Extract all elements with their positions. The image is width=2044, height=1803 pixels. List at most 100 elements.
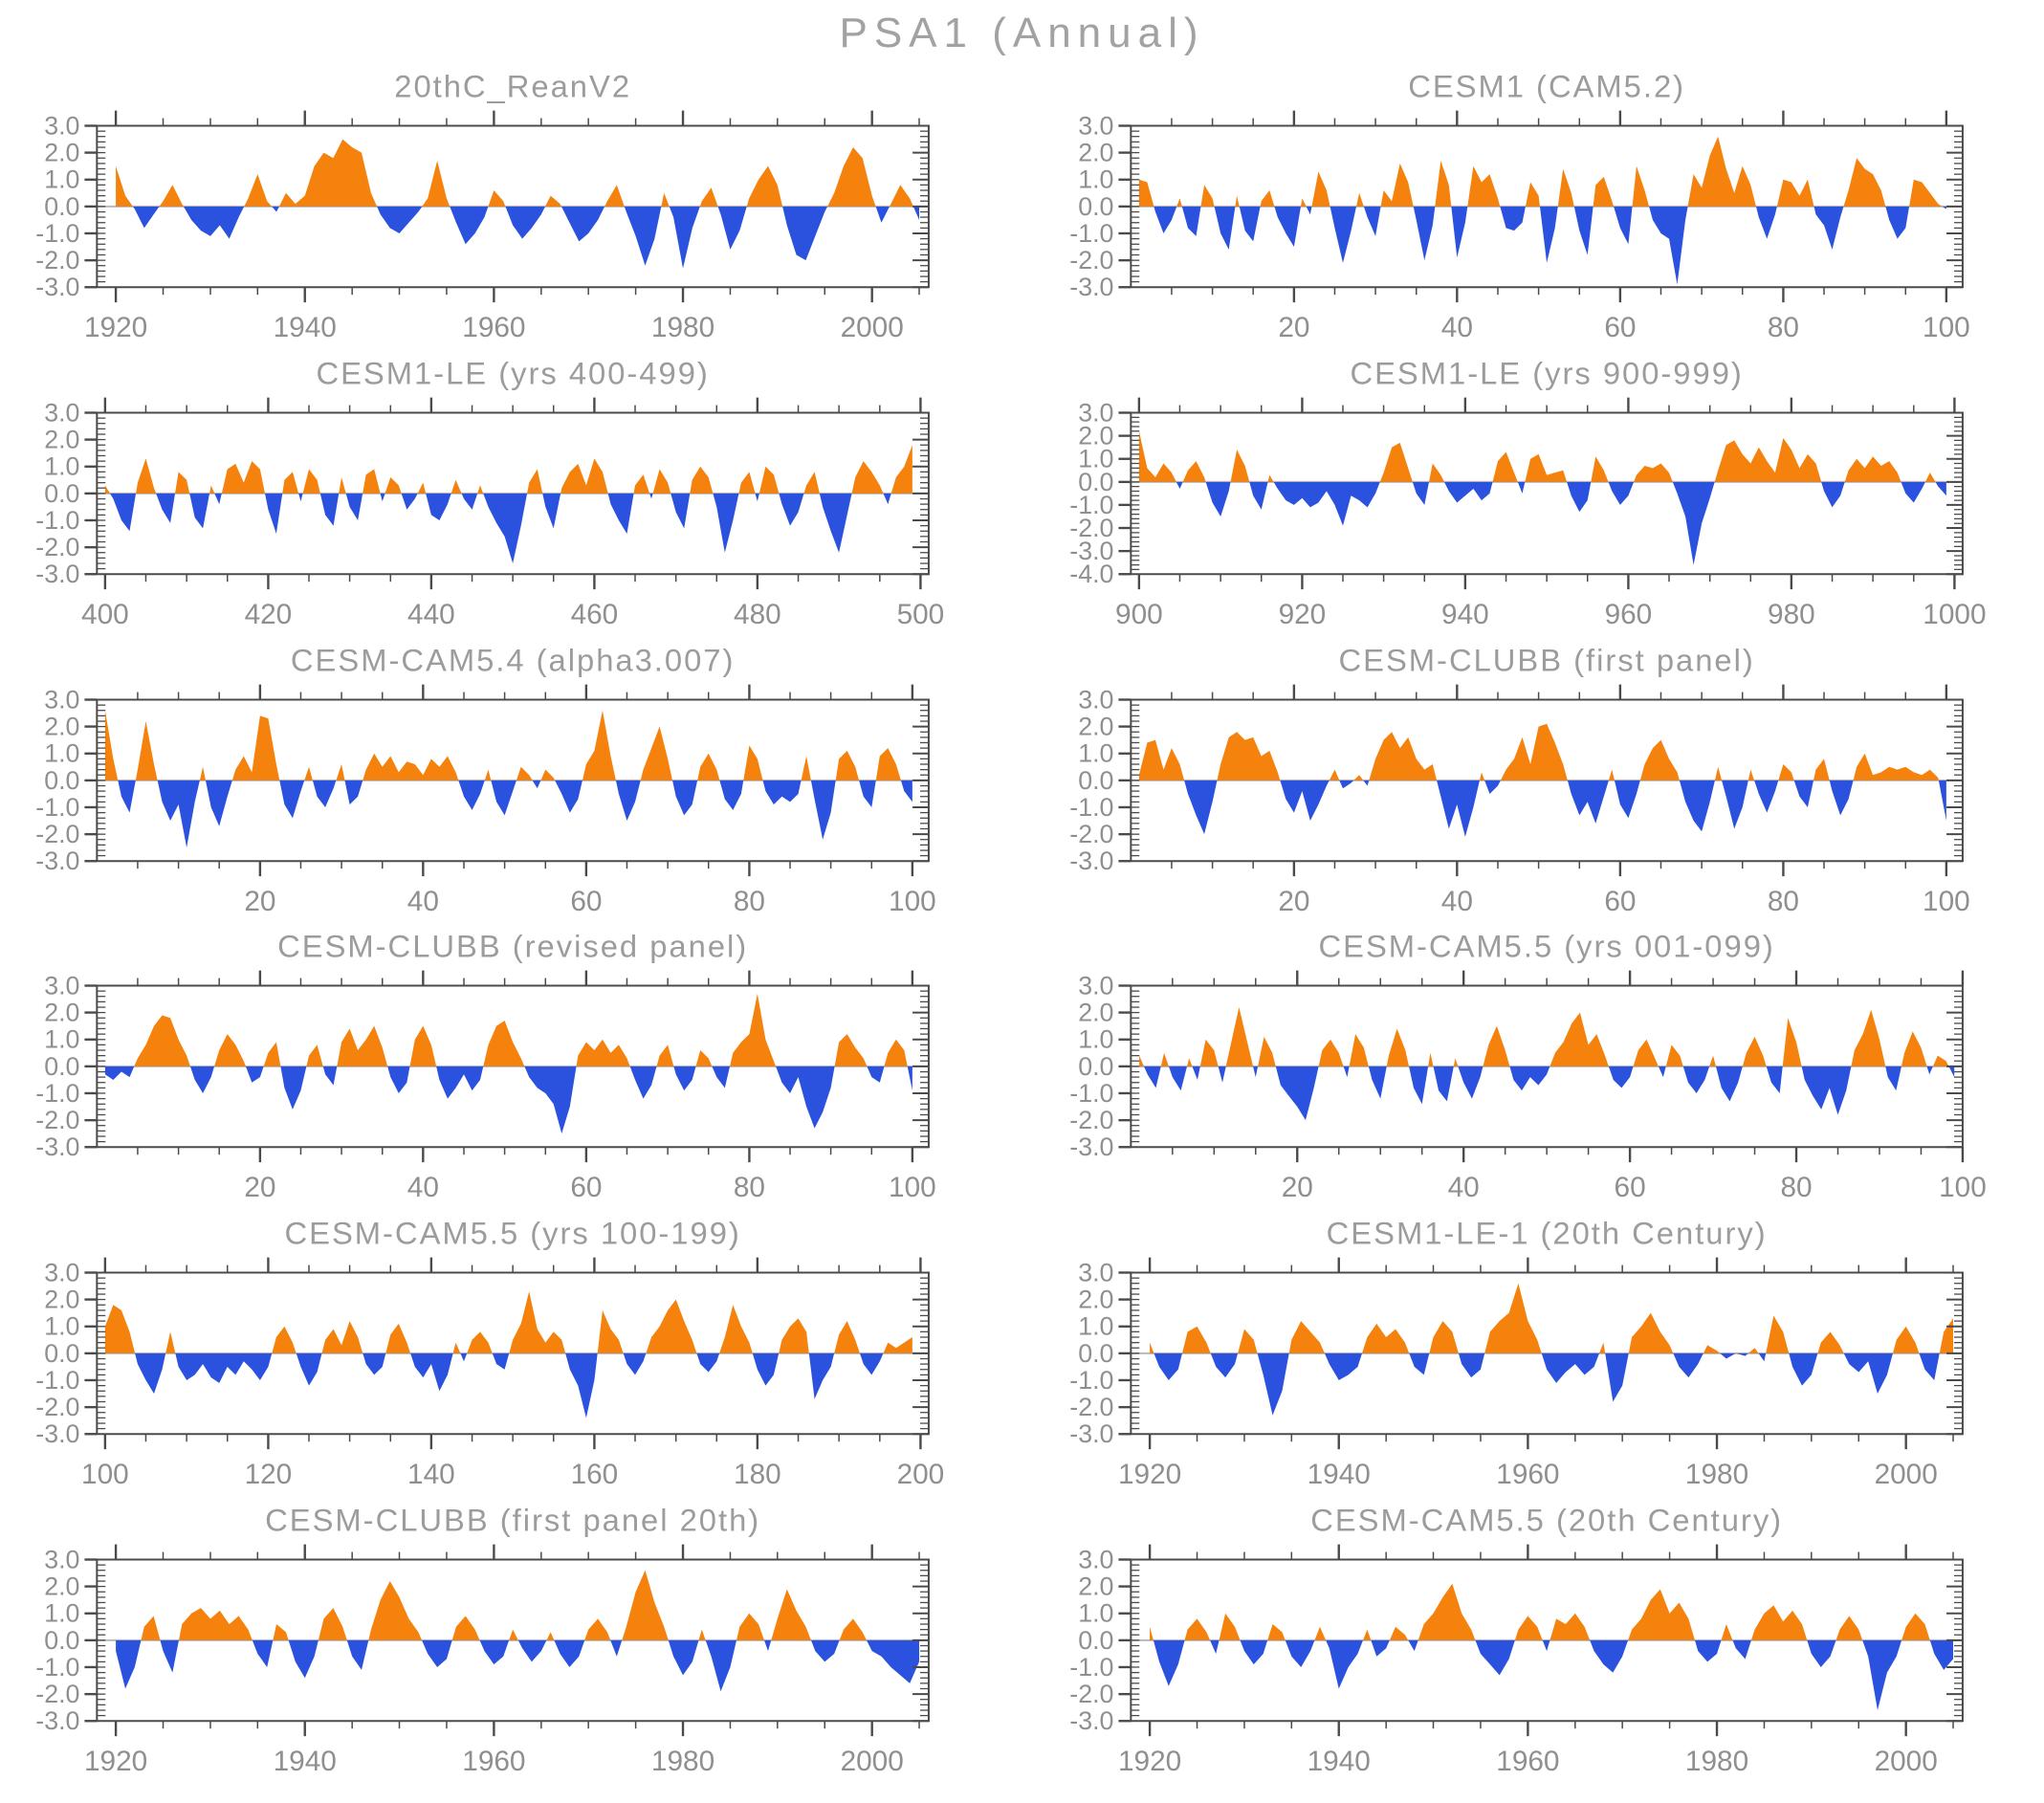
y-tick-label: 0.0 bbox=[44, 765, 79, 794]
y-tick-label: -3.0 bbox=[1069, 1419, 1113, 1448]
y-tick-label: -3.0 bbox=[35, 560, 79, 588]
x-tick-label: 1960 bbox=[462, 1746, 525, 1777]
x-tick-label: 40 bbox=[1440, 312, 1472, 343]
positive-area bbox=[104, 710, 912, 781]
x-tick-label: 100 bbox=[1923, 885, 1970, 916]
y-tick-label: 1.0 bbox=[1078, 1312, 1113, 1341]
y-tick-label: 3.0 bbox=[44, 1545, 79, 1573]
chart-canvas: CESM-CAM5.5 (yrs 100-199) 100 120 140 160 180… bbox=[35, 1216, 945, 1490]
y-tick-label: 2.0 bbox=[44, 1572, 79, 1601]
y-axis: 3.02.01.00.0-1.0-2.0-3.0-4.0 bbox=[1069, 398, 1963, 588]
x-tick-label: 960 bbox=[1604, 599, 1652, 630]
y-tick-label: 0.0 bbox=[44, 479, 79, 508]
negative-area bbox=[1149, 1639, 1953, 1711]
y-tick-label: 2.0 bbox=[44, 999, 79, 1027]
panel-cesm-cam5-4-alpha3-007: CESM-CAM5.4 (alpha3.007) 20 40 60 80 100 3.0 2.… bbox=[10, 633, 988, 920]
x-axis: 20 40 60 80 100 bbox=[1170, 110, 1969, 343]
x-tick-label: 200 bbox=[897, 1459, 945, 1490]
x-tick-label: 1960 bbox=[462, 312, 525, 343]
x-tick-label: 1940 bbox=[274, 312, 337, 343]
y-tick-label: -1.0 bbox=[1069, 491, 1113, 519]
y-tick-label: -1.0 bbox=[1069, 792, 1113, 821]
x-tick-label: 1980 bbox=[651, 1746, 714, 1777]
x-tick-label: 80 bbox=[1767, 312, 1798, 343]
x-tick-label: 1920 bbox=[84, 312, 147, 343]
y-tick-label: 1.0 bbox=[1078, 1025, 1113, 1054]
x-tick-label: 40 bbox=[407, 1172, 439, 1203]
y-axis: 3.02.01.00.0-1.0-2.0-3.0 bbox=[1069, 685, 1963, 875]
x-tick-label: 980 bbox=[1768, 599, 1815, 630]
x-tick-label: 20 bbox=[1281, 1172, 1312, 1203]
y-tick-label: -3.0 bbox=[1069, 537, 1113, 565]
y-tick-label: -1.0 bbox=[35, 792, 79, 821]
panel-title: CESM-CAM5.5 (20th Century) bbox=[1310, 1503, 1783, 1538]
x-tick-label: 1940 bbox=[1307, 1459, 1370, 1490]
y-tick-label: -1.0 bbox=[1069, 1079, 1113, 1108]
y-tick-label: -1.0 bbox=[35, 219, 79, 248]
x-axis: 1920 1940 1960 1980 2000 bbox=[84, 1544, 920, 1777]
y-tick-label: -2.0 bbox=[1069, 246, 1113, 275]
y-tick-label: 3.0 bbox=[44, 111, 79, 140]
chart-canvas: 20thC_ReanV2 1920 1940 1960 1980 2000 3.02.01.… bbox=[35, 69, 930, 343]
y-tick-label: 1.0 bbox=[44, 1025, 79, 1054]
y-tick-label: 3.0 bbox=[1078, 111, 1113, 140]
x-axis: 900 920 940 960 980 1000 bbox=[1115, 397, 1986, 630]
y-tick-label: 2.0 bbox=[44, 712, 79, 740]
x-tick-label: 2000 bbox=[841, 312, 904, 343]
x-tick-label: 460 bbox=[571, 599, 619, 630]
x-tick-label: 140 bbox=[407, 1459, 455, 1490]
plot-frame bbox=[96, 984, 930, 1149]
plot-frame bbox=[1129, 1558, 1964, 1723]
negative-area bbox=[1138, 481, 1946, 565]
y-tick-label: -2.0 bbox=[35, 1393, 79, 1421]
chart-canvas: CESM1 (CAM5.2) 20 40 60 80 100 3.02.01.00.0-1.… bbox=[1069, 69, 1969, 343]
plot-frame bbox=[96, 698, 930, 862]
x-tick-label: 180 bbox=[734, 1459, 781, 1490]
plot-frame bbox=[1129, 1271, 1964, 1436]
y-axis: 3.02.01.00.0-1.0-2.0-3.0 bbox=[1069, 972, 1963, 1162]
y-tick-label: -3.0 bbox=[35, 1419, 79, 1448]
panel-cesm1-cam5-2: CESM1 (CAM5.2) 20 40 60 80 100 3.0 2.0 1.0 0.0 -1.… bbox=[1044, 59, 2022, 346]
chart-canvas: CESM-CLUBB (revised panel) 20 40 60 80 100 3.0… bbox=[35, 929, 936, 1203]
y-tick-label: 3.0 bbox=[1078, 685, 1113, 714]
x-tick-label: 420 bbox=[245, 599, 293, 630]
y-tick-label: 0.0 bbox=[44, 1626, 79, 1655]
panel-cesm-cam5-5-yrs-001-099: CESM-CAM5.5 (yrs 001-099) 20 40 60 80 100 3.0 2… bbox=[1044, 919, 2022, 1206]
x-tick-label: 920 bbox=[1278, 599, 1326, 630]
x-tick-label: 160 bbox=[571, 1459, 619, 1490]
y-tick-label: -2.0 bbox=[35, 1680, 79, 1708]
y-axis: 3.02.01.00.0-1.0-2.0-3.0 bbox=[35, 972, 929, 1162]
y-tick-label: -3.0 bbox=[1069, 1133, 1113, 1162]
y-tick-label: 3.0 bbox=[1078, 972, 1113, 1000]
x-tick-label: 60 bbox=[570, 885, 602, 916]
x-tick-label: 1940 bbox=[274, 1746, 337, 1777]
panel-cesm1-le-yrs-400-499: CESM1-LE (yrs 400-499) 400 420 440 460 480 500… bbox=[10, 346, 988, 633]
y-tick-label: 1.0 bbox=[1078, 444, 1113, 473]
positive-area bbox=[104, 445, 912, 494]
x-tick-label: 100 bbox=[889, 1172, 936, 1203]
panel-title: CESM1 (CAM5.2) bbox=[1408, 69, 1685, 104]
y-tick-label: -3.0 bbox=[35, 1133, 79, 1162]
x-axis: 1920 1940 1960 1980 2000 bbox=[1117, 1257, 1954, 1490]
negative-area bbox=[1138, 1066, 1954, 1121]
negative-area bbox=[1149, 1353, 1953, 1416]
positive-area bbox=[1138, 723, 1946, 781]
y-tick-label: 2.0 bbox=[44, 425, 79, 453]
chart-canvas: CESM1-LE (yrs 400-499) 400 420 440 460 480 500… bbox=[35, 356, 945, 630]
y-tick-label: -1.0 bbox=[35, 1653, 79, 1682]
y-tick-label: -2.0 bbox=[35, 533, 79, 561]
y-tick-label: -3.0 bbox=[35, 1706, 79, 1735]
x-tick-label: 500 bbox=[897, 599, 945, 630]
panel-title: CESM-CLUBB (revised panel) bbox=[277, 929, 748, 964]
plot-frame bbox=[96, 411, 930, 576]
panel-20thc-reanv2: 20thC_ReanV2 1920 1940 1960 1980 2000 3.0 2.0 1.… bbox=[10, 59, 988, 346]
y-tick-label: 0.0 bbox=[1078, 1052, 1113, 1081]
y-tick-label: -3.0 bbox=[1069, 847, 1113, 875]
y-tick-label: -2.0 bbox=[35, 246, 79, 275]
chart-canvas: CESM1-LE (yrs 900-999) 900 920 940 960 980 100… bbox=[1069, 356, 1986, 630]
x-tick-label: 400 bbox=[81, 599, 129, 630]
x-tick-label: 1980 bbox=[1684, 1459, 1747, 1490]
positive-area bbox=[1138, 430, 1946, 482]
x-tick-label: 60 bbox=[1604, 312, 1636, 343]
y-tick-label: 0.0 bbox=[1078, 468, 1113, 496]
